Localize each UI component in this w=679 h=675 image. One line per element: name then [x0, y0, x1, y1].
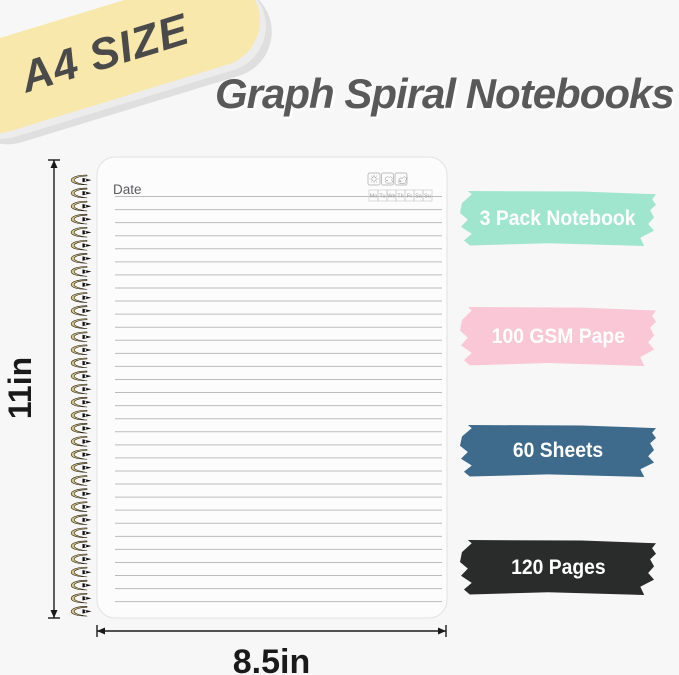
svg-text:Sa: Sa	[415, 193, 423, 199]
svg-text:Date: Date	[113, 182, 142, 197]
svg-text:Su: Su	[424, 193, 431, 199]
svg-text:Mo: Mo	[370, 193, 378, 199]
svg-text:We: We	[387, 193, 395, 199]
svg-text:Fr: Fr	[407, 193, 412, 199]
svg-text:Tu: Tu	[379, 193, 385, 199]
svg-text:Th: Th	[397, 193, 403, 199]
